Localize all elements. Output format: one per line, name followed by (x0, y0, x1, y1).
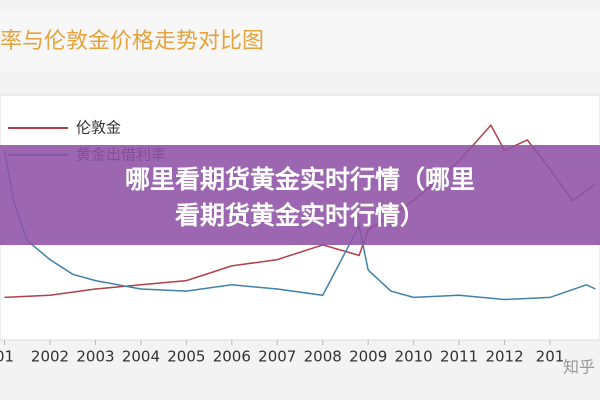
x-tick-label: 2007 (258, 348, 296, 366)
x-tick-label: 2006 (213, 348, 251, 366)
x-tick-label: 2004 (122, 348, 160, 366)
watermark: 知乎 (563, 358, 595, 377)
x-tick-label: 2010 (395, 348, 433, 366)
banner-line: 看期货黄金实时行情） (175, 201, 425, 230)
x-tick-label: 201 (536, 348, 565, 366)
banner-line: 哪里看期货黄金实时行情（哪里 (125, 165, 475, 194)
series-line (3, 150, 596, 301)
x-tick-label: 2009 (349, 348, 387, 366)
x-tick-label: 2011 (440, 348, 478, 366)
banner (0, 145, 600, 245)
title-band (0, 10, 600, 72)
x-tick-label: 2003 (76, 348, 114, 366)
chart-title: 率与伦敦金价格走势对比图 (0, 29, 264, 54)
legend-label: 伦敦金 (76, 119, 121, 137)
x-tick-label: 2005 (167, 348, 205, 366)
x-tick-label: 2012 (485, 348, 523, 366)
x-tick-label: 01 (0, 348, 14, 366)
x-tick-label: 2008 (304, 348, 342, 366)
x-tick-label: 2002 (31, 348, 69, 366)
